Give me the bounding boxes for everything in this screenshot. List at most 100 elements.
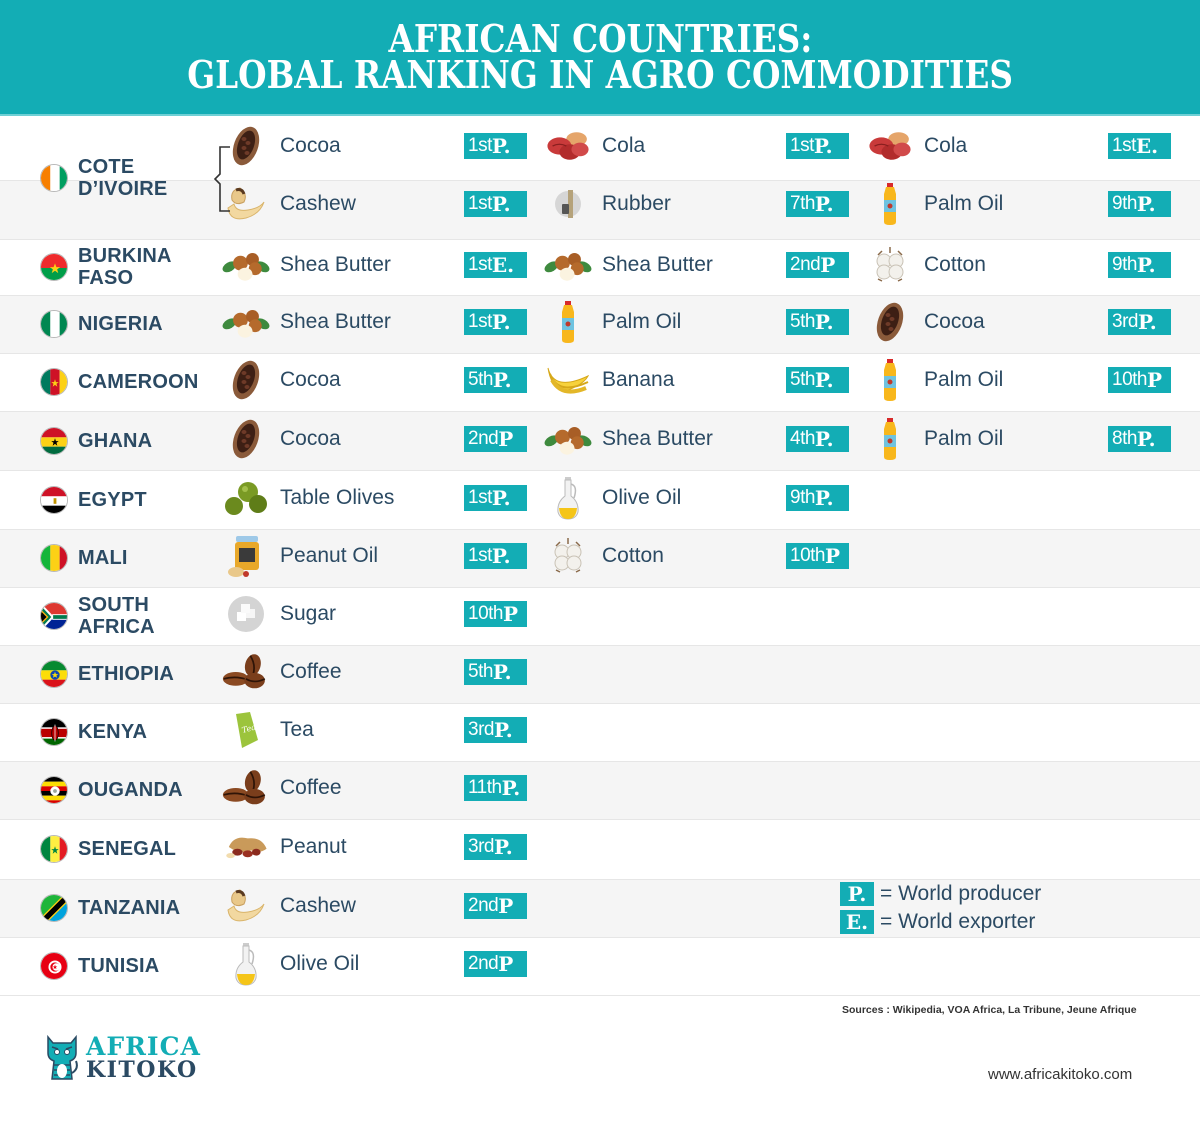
title-line-2: GLOBAL RANKING IN AGRO COMMODITIES <box>187 52 1013 97</box>
rank-badge: 1st E. <box>1108 133 1171 159</box>
country-name: CAMEROON <box>78 371 199 393</box>
logo-line-2: KITOKO <box>86 1057 198 1083</box>
rank-badge: 5th P. <box>786 367 849 393</box>
shea-nut-icon <box>222 302 270 342</box>
rank-value: 2nd <box>790 254 821 275</box>
commodity-name: Shea Butter <box>280 310 391 333</box>
rank-value: 1st <box>468 311 492 332</box>
rank-value: 5th <box>468 369 493 390</box>
rank-value: 7th <box>790 193 815 214</box>
legend: P. = World producer E. = World exporter <box>840 880 1041 936</box>
country: TUNISIA <box>40 952 159 980</box>
rank-value: 8th <box>1112 427 1137 449</box>
country: SENEGAL <box>40 835 176 863</box>
country-row <box>0 296 1200 354</box>
rank-value: 5th <box>468 661 493 682</box>
commodity-item: Palm Oil <box>544 301 682 343</box>
commodity-name: Rubber <box>602 192 671 215</box>
commodity-item: Cola <box>544 126 645 166</box>
commodity-item: Olive Oil <box>222 943 359 986</box>
commodity-item: Cocoa <box>222 419 341 459</box>
country: BURKINA FASO <box>40 245 172 289</box>
commodity-name: Palm Oil <box>602 310 682 333</box>
oil-bottle-icon <box>544 301 592 343</box>
rank-badge: 2nd P <box>464 893 527 919</box>
rank-value: 1st <box>468 545 492 566</box>
commodity-name: Peanut <box>280 835 347 858</box>
oil-bottle-icon <box>866 359 914 401</box>
commodity-item: Peanut Oil <box>222 536 379 577</box>
rank-value: 5th <box>790 369 815 390</box>
legend-key: E. <box>840 910 874 934</box>
rank-value: 9th <box>790 486 815 508</box>
rank-type: P. <box>491 134 511 158</box>
cashew-icon <box>222 184 270 224</box>
country: COTE D’IVOIRE <box>40 156 167 200</box>
commodity-name: Coffee <box>280 660 342 683</box>
legend-item-producer: P. = World producer <box>840 880 1041 908</box>
country-name: TUNISIA <box>78 955 160 977</box>
country-row <box>0 471 1200 530</box>
commodity-item: Coffee <box>222 652 342 692</box>
website-link[interactable]: www.africakitoko.com <box>988 1066 1133 1083</box>
rank-type: P. <box>493 835 513 859</box>
commodity-name: Palm Oil <box>924 192 1004 215</box>
rank-value: 1st <box>790 135 814 156</box>
country: CAMEROON <box>40 368 199 396</box>
commodity-name: Cocoa <box>280 368 341 391</box>
flag-nigeria-icon <box>40 310 68 338</box>
commodity-item: Cotton <box>544 536 664 576</box>
rank-badge: 3rd P. <box>1108 309 1171 335</box>
commodity-name: Cashew <box>280 894 356 917</box>
cocoa-pod-icon <box>222 126 270 166</box>
rank-type: P. <box>491 310 511 334</box>
rank-badge: 1st P. <box>464 543 527 569</box>
legend-item-exporter: E. = World exporter <box>840 908 1041 936</box>
country-name: SENEGAL <box>78 838 177 860</box>
commodity-name: Banana <box>602 368 675 391</box>
country: GHANA <box>40 426 152 455</box>
rank-value: 9th <box>1112 254 1137 275</box>
cola-nut-icon <box>866 126 914 166</box>
oil-bottle-icon <box>866 417 914 460</box>
commodity-name: Cotton <box>602 544 664 567</box>
commodity-name: Peanut Oil <box>280 544 379 567</box>
commodity-item: Banana <box>544 360 674 400</box>
cola-nut-icon <box>544 126 592 166</box>
rank-badge: 9th P. <box>786 484 849 511</box>
rank-badge: 2nd P <box>786 252 849 278</box>
commodity-name: Cashew <box>280 192 356 215</box>
country: OUGANDA <box>40 776 183 804</box>
olive-oil-jug-icon <box>544 476 592 520</box>
rank-value: 1st <box>468 135 492 156</box>
commodity-item: Cocoa <box>222 126 341 166</box>
flag-cote-divoire-icon <box>40 164 68 192</box>
flag-kenya-icon <box>40 718 68 746</box>
country-name: COTE D’IVOIRE <box>78 156 168 200</box>
rank-badge: 1st P. <box>464 309 527 335</box>
rank-value: 1st <box>468 486 492 508</box>
sources-note: Sources : Wikipedia, VOA Africa, La Trib… <box>842 1004 1137 1016</box>
rank-value: 3rd <box>1112 311 1138 332</box>
cotton-icon <box>544 536 592 576</box>
rank-value: 3rd <box>468 719 494 740</box>
country-name: EGYPT <box>78 488 147 511</box>
commodity-name: Olive Oil <box>602 485 682 509</box>
commodity-item: Cocoa <box>222 360 341 400</box>
rank-type: P. <box>814 426 834 451</box>
commodity-item: Shea Butter <box>222 302 391 342</box>
country-name: OUGANDA <box>78 779 183 801</box>
rank-badge: 8th P. <box>1108 425 1171 452</box>
sugar-icon <box>222 594 270 634</box>
rank-badge: 9th P. <box>1108 191 1171 217</box>
country-name: SOUTH AFRICA <box>78 594 155 638</box>
rank-value: 2nd <box>468 953 499 974</box>
rank-badge: 1st P. <box>786 133 849 159</box>
rank-type: P <box>498 894 514 918</box>
title-line-1: AFRICAN COUNTRIES: <box>388 16 812 61</box>
country-name: KENYA <box>78 721 148 743</box>
country-row <box>0 880 1200 938</box>
commodity-item: Olive Oil <box>544 476 682 520</box>
flag-cameroon-icon <box>40 368 68 396</box>
rank-value: 10th <box>1112 369 1147 390</box>
